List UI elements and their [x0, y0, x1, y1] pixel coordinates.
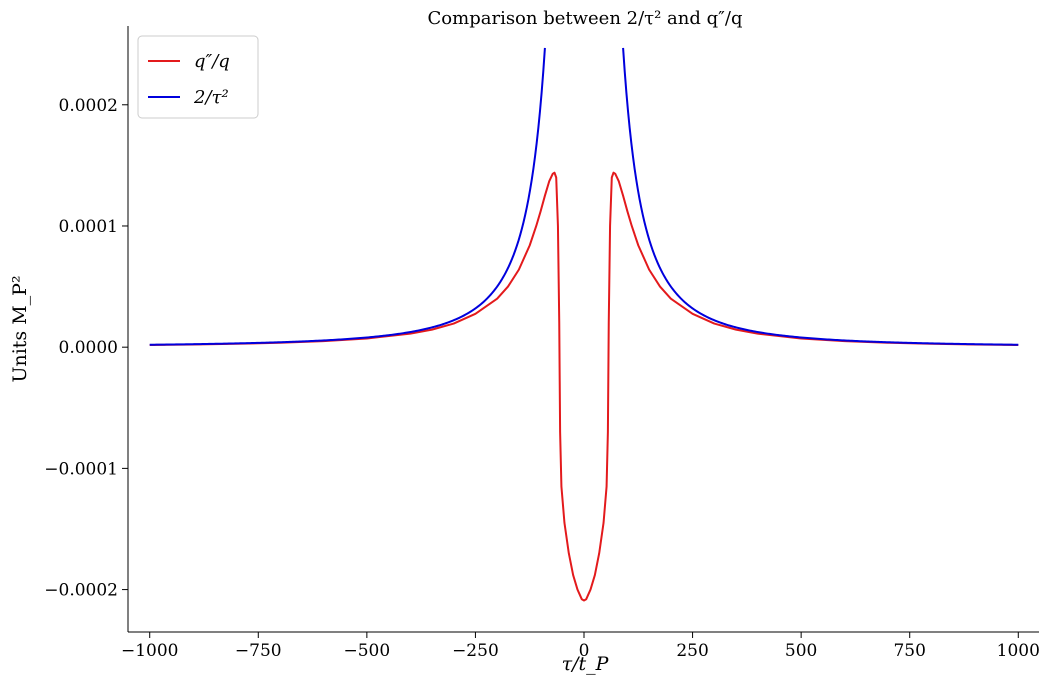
- legend: q″/q 2/τ²: [137, 35, 259, 119]
- legend-label-tau: 2/τ²: [193, 87, 229, 108]
- x-tick-label: 250: [676, 641, 708, 661]
- series-line-q: [149, 171, 1019, 602]
- y-axis-ticks: −0.0002 −0.0001 0.0000 0.0001 0.0002: [44, 96, 128, 601]
- plot-area: [149, 47, 1019, 602]
- legend-label-q: q″/q: [194, 51, 230, 72]
- x-tick-label: 750: [893, 641, 925, 661]
- series-line-tau-right: [622, 47, 1019, 346]
- y-tick-label: −0.0002: [44, 581, 118, 601]
- x-axis-label: τ/t_P: [562, 653, 610, 675]
- y-axis-label: Units M_P²: [9, 275, 31, 382]
- y-tick-label: 0.0001: [59, 217, 118, 237]
- x-tick-label: 0: [579, 641, 590, 661]
- x-tick-label: −1000: [121, 641, 179, 661]
- x-tick-label: −750: [235, 641, 282, 661]
- chart-title: Comparison between 2/τ² and q″/q: [428, 8, 743, 29]
- y-tick-label: 0.0002: [59, 96, 118, 116]
- y-tick-label: 0.0000: [59, 338, 118, 358]
- x-tick-label: −250: [452, 641, 499, 661]
- x-tick-label: 1000: [997, 641, 1039, 661]
- x-tick-label: 500: [785, 641, 817, 661]
- x-axis-ticks: −1000 −750 −500 −250 0 250 500 750 1000: [121, 632, 1039, 661]
- series-line-tau-left: [149, 47, 546, 346]
- x-tick-label: −500: [344, 641, 391, 661]
- y-tick-label: −0.0001: [44, 459, 118, 479]
